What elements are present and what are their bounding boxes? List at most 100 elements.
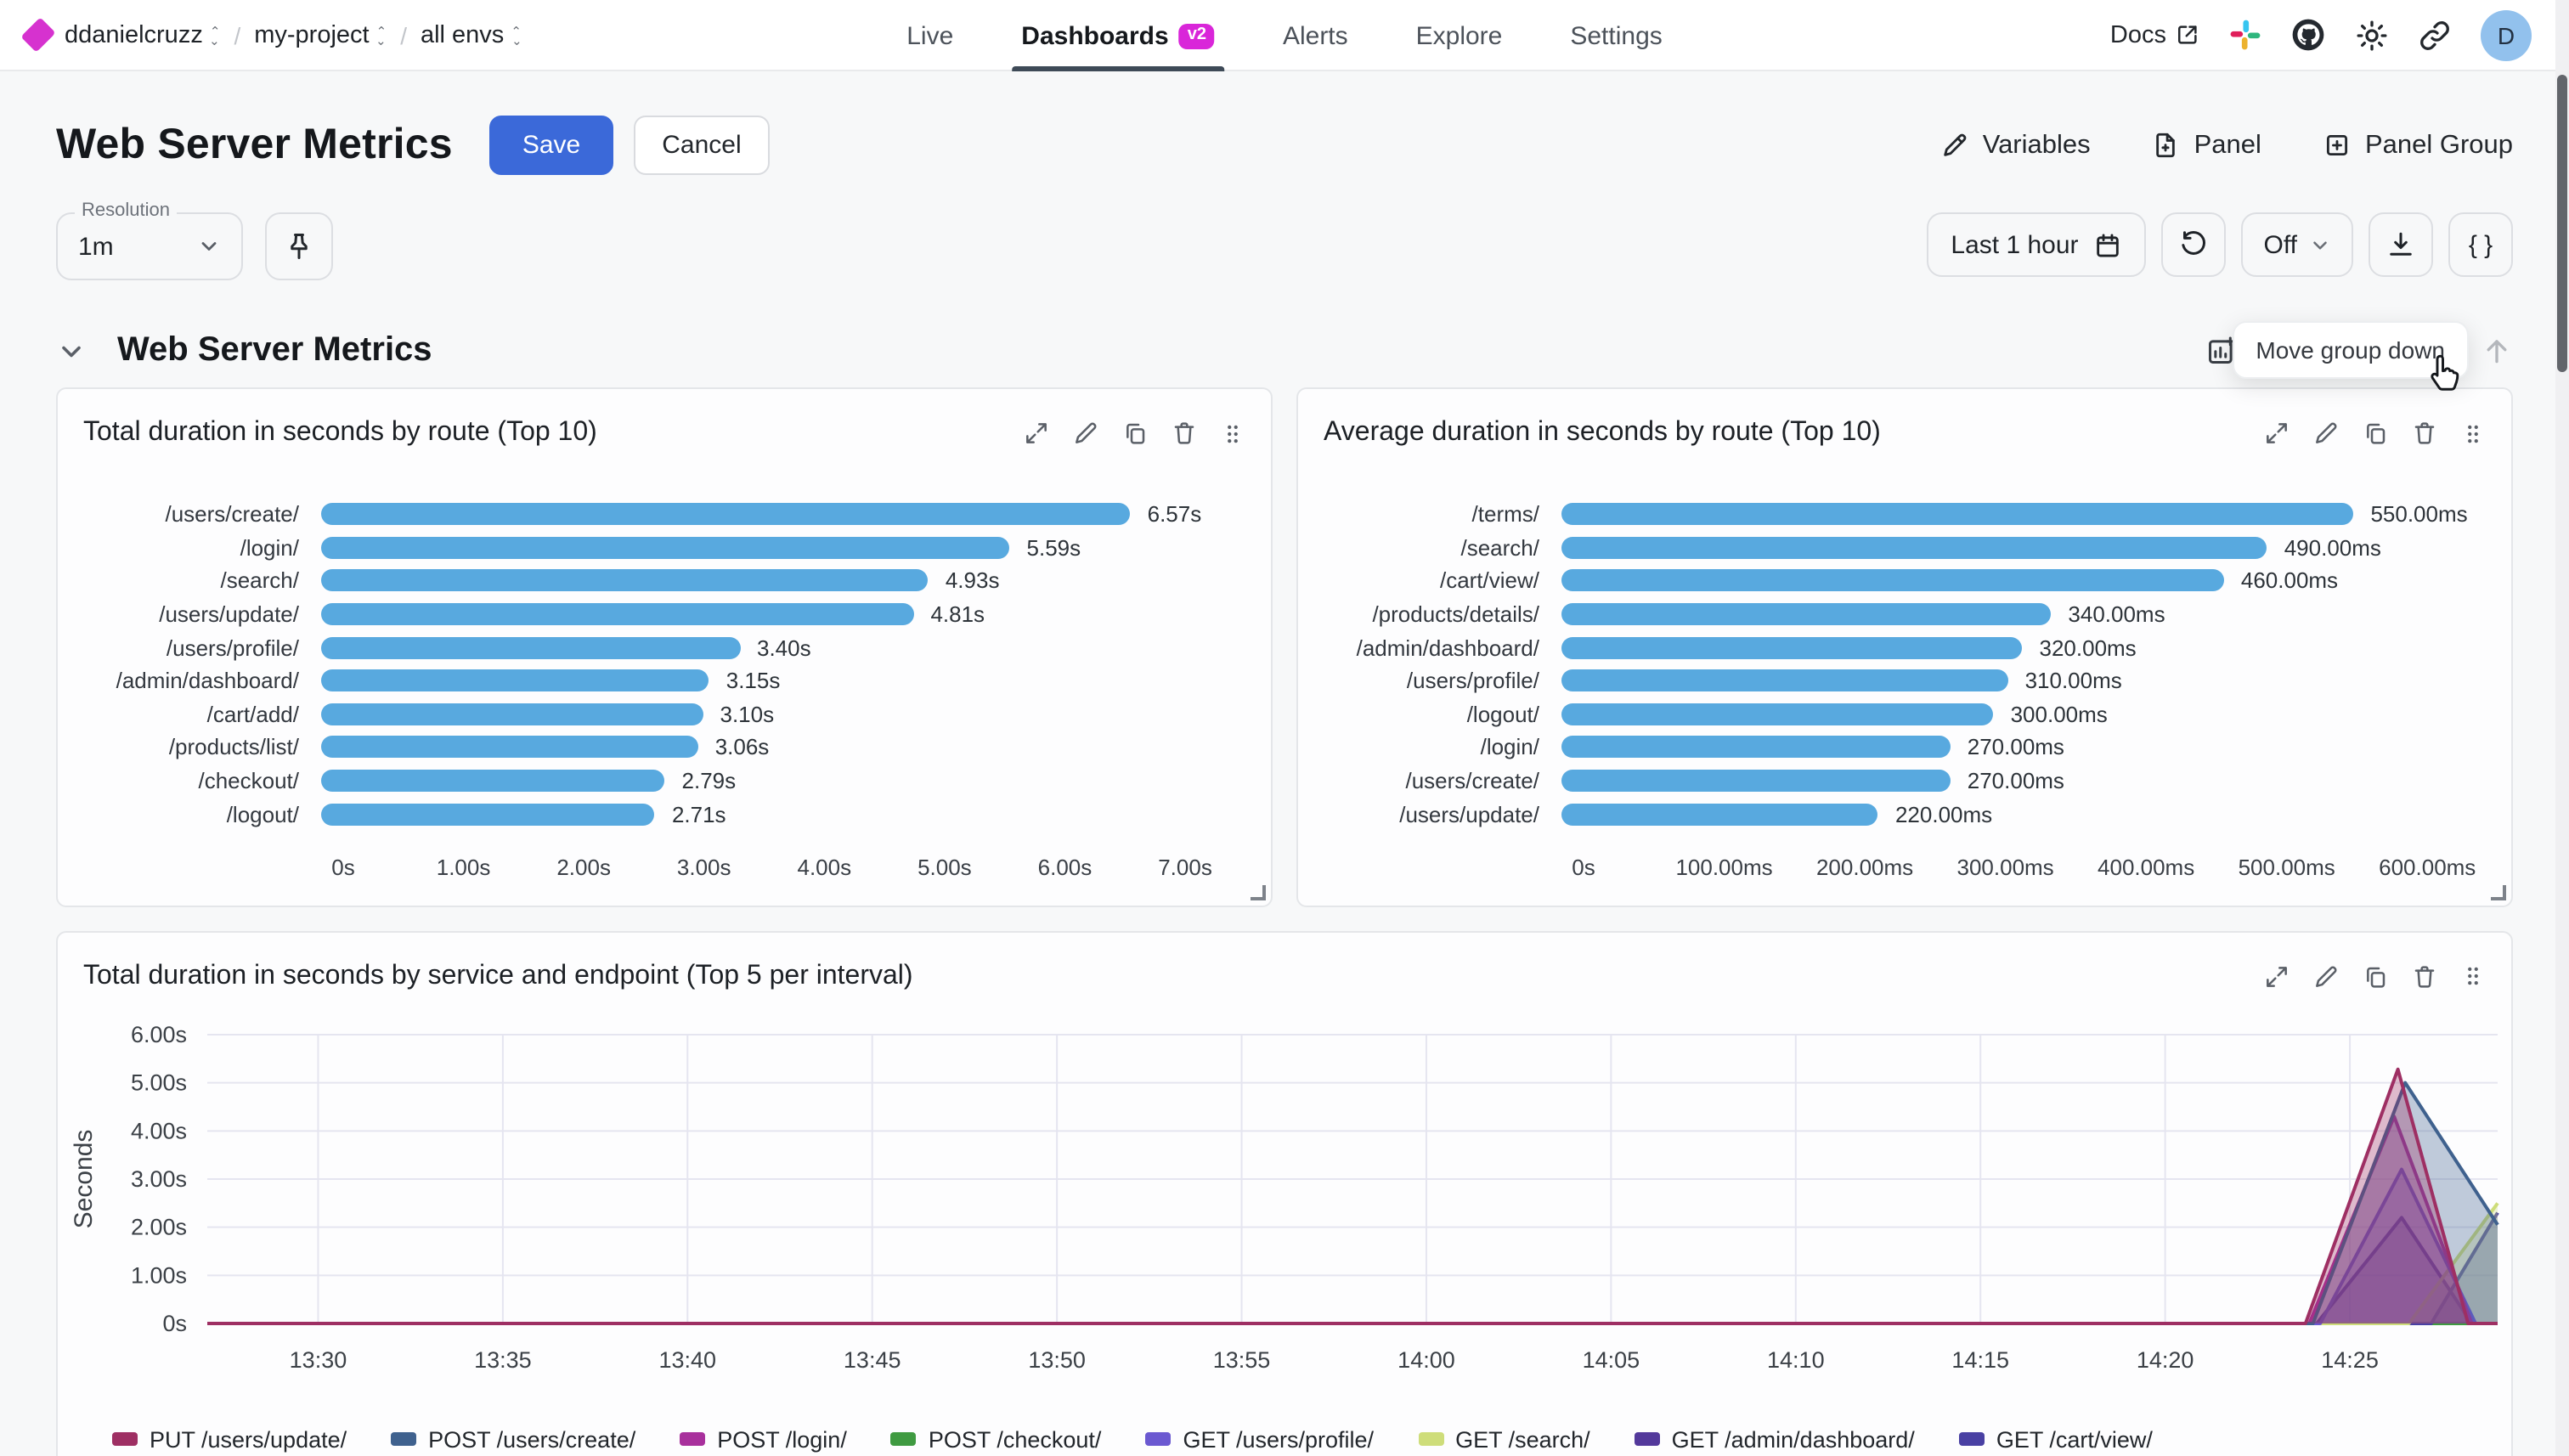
tab-alerts[interactable]: Alerts	[1283, 0, 1348, 71]
refresh-icon	[2182, 231, 2206, 255]
bar-track: 550.00ms	[1561, 502, 2498, 528]
link-glyph	[2420, 20, 2449, 49]
legend-label: GET /cart/view/	[1996, 1426, 2153, 1453]
drag-handle-icon[interactable]	[1220, 420, 1245, 446]
legend-item[interactable]: POST /login/	[680, 1427, 847, 1453]
legend-label: POST /login/	[717, 1426, 847, 1453]
bar-track: 490.00ms	[1561, 535, 2498, 561]
duplicate-panel-icon[interactable]	[1121, 420, 1149, 447]
legend-label: POST /checkout/	[928, 1426, 1102, 1453]
bar-chart[interactable]: /terms/550.00ms/search/490.00ms/cart/vie…	[1298, 477, 2511, 906]
scrollbar-thumb[interactable]	[2557, 75, 2567, 372]
vertical-scrollbar[interactable]	[2555, 0, 2569, 1456]
resize-handle[interactable]	[2491, 884, 2506, 900]
bar-category-label: /search/	[220, 567, 300, 594]
bar-row: /checkout/2.79s	[58, 765, 1271, 798]
legend-swatch-icon	[1418, 1432, 1444, 1447]
panel-group-label: Panel Group	[2364, 130, 2513, 159]
resolution-label: Resolution	[75, 200, 177, 221]
variables-button[interactable]: Variables	[1940, 130, 2091, 161]
bar-track: 3.10s	[321, 701, 1257, 727]
bar-chart[interactable]: /users/create/6.57s/login/5.59s/search/4…	[58, 477, 1271, 906]
delete-panel-icon[interactable]	[2411, 963, 2438, 990]
duplicate-panel-icon[interactable]	[2362, 420, 2389, 447]
expand-icon[interactable]	[1023, 420, 1050, 447]
series-line	[207, 1211, 2499, 1325]
legend-item[interactable]: GET /cart/view/	[1958, 1426, 2153, 1453]
time-range-label: Last 1 hour	[1951, 230, 2079, 259]
y-axis-tick: 5.00s	[131, 1070, 187, 1096]
move-group-up-icon[interactable]	[2481, 335, 2513, 367]
breadcrumb-separator: /	[400, 21, 407, 48]
delete-panel-icon[interactable]	[2411, 420, 2438, 447]
download-button[interactable]	[2369, 212, 2433, 277]
x-axis-tick: 14:20	[2137, 1347, 2194, 1373]
tab-explore[interactable]: Explore	[1416, 0, 1503, 71]
expand-icon[interactable]	[2263, 420, 2290, 447]
legend-item[interactable]: POST /users/create/	[391, 1427, 635, 1453]
bar-track: 6.57s	[321, 502, 1257, 528]
bar-row: /users/create/6.57s	[58, 498, 1271, 531]
edit-panel-icon[interactable]	[2312, 963, 2340, 990]
add-panel-group-button[interactable]: Panel Group	[2323, 130, 2513, 161]
legend-item[interactable]: POST /checkout/	[890, 1426, 1102, 1453]
time-series-chart[interactable]: 0s 1.00s 2.00s 3.00s 4.00s 5.00s 6.00s 13:30 13:…	[58, 1021, 2511, 1408]
json-config-button[interactable]: { }	[2448, 212, 2513, 277]
logo-icon[interactable]	[20, 17, 56, 53]
bar-value-label: 4.93s	[945, 567, 1000, 594]
collapse-chevron-icon[interactable]	[56, 336, 87, 366]
add-panel-button[interactable]: Panel	[2152, 130, 2261, 161]
series-area	[207, 1116, 2498, 1323]
edit-panel-icon[interactable]	[2312, 420, 2340, 447]
bar	[321, 636, 740, 659]
drag-handle-icon[interactable]	[2460, 420, 2486, 446]
legend-item[interactable]: GET /users/profile/	[1145, 1427, 1374, 1453]
time-range-button[interactable]: Last 1 hour	[1927, 212, 2147, 277]
cancel-button[interactable]: Cancel	[633, 116, 771, 175]
tab-live[interactable]: Live	[906, 0, 953, 71]
panel-total-duration-by-route: Total duration in seconds by route (Top …	[56, 387, 1273, 907]
legend-label: GET /admin/dashboard/	[1671, 1426, 1915, 1453]
x-axis-tick: 5.00s	[918, 854, 972, 880]
auto-refresh-select[interactable]: Off	[2241, 212, 2353, 277]
legend-item[interactable]: GET /admin/dashboard/	[1634, 1426, 1915, 1453]
bar-category-label: /logout/	[1466, 701, 1539, 727]
docs-link[interactable]: Docs	[2110, 21, 2200, 48]
y-axis-tick: 6.00s	[131, 1022, 187, 1047]
tab-dashboards[interactable]: Dashboards v2	[1011, 0, 1225, 71]
series-line	[207, 1216, 2498, 1325]
duplicate-panel-icon[interactable]	[2362, 963, 2389, 990]
panel-actions	[2263, 963, 2486, 990]
resolution-select[interactable]: Resolution 1m	[56, 200, 243, 280]
bar-value-label: 3.15s	[726, 668, 781, 694]
bar-value-label: 3.10s	[720, 701, 775, 727]
avatar[interactable]: D	[2481, 9, 2532, 60]
y-axis-tick: 4.00s	[131, 1118, 187, 1143]
series-area	[207, 1217, 2498, 1323]
series-area	[207, 1212, 2498, 1323]
pin-button[interactable]	[265, 212, 333, 280]
top-nav: ddanielcruzz ⌃ ⌃ / my-project ⌃ ⌃ / all envs ⌃ ⌃ L…	[0, 0, 2569, 71]
bar-value-label: 3.40s	[757, 635, 811, 661]
tab-settings[interactable]: Settings	[1570, 0, 1662, 71]
drag-handle-icon[interactable]	[2460, 964, 2486, 990]
refresh-button[interactable]	[2161, 212, 2227, 277]
legend-item[interactable]: GET /search/	[1418, 1427, 1590, 1453]
github-icon[interactable]	[2290, 17, 2326, 53]
resize-handle[interactable]	[1251, 884, 1266, 900]
bar-row: /products/details/340.00ms	[1298, 598, 2511, 631]
theme-sun-icon[interactable]	[2355, 18, 2389, 52]
save-button[interactable]: Save	[489, 116, 613, 175]
expand-icon[interactable]	[2263, 963, 2290, 990]
slack-icon[interactable]	[2229, 19, 2261, 51]
bar-value-label: 300.00ms	[2010, 701, 2108, 727]
breadcrumb-item-all envs[interactable]: all envs ⌃ ⌃	[421, 21, 522, 48]
share-link-icon[interactable]	[2418, 18, 2452, 52]
breadcrumb-item-ddanielcruzz[interactable]: ddanielcruzz ⌃ ⌃	[65, 21, 220, 48]
x-axis-tick: 2.00s	[556, 854, 611, 880]
legend-item[interactable]: PUT /users/update/	[112, 1427, 347, 1453]
bar-category-label: /users/profile/	[1406, 668, 1539, 694]
delete-panel-icon[interactable]	[1171, 420, 1198, 447]
breadcrumb-item-my-project[interactable]: my-project ⌃ ⌃	[254, 21, 387, 48]
edit-panel-icon[interactable]	[1072, 420, 1099, 447]
